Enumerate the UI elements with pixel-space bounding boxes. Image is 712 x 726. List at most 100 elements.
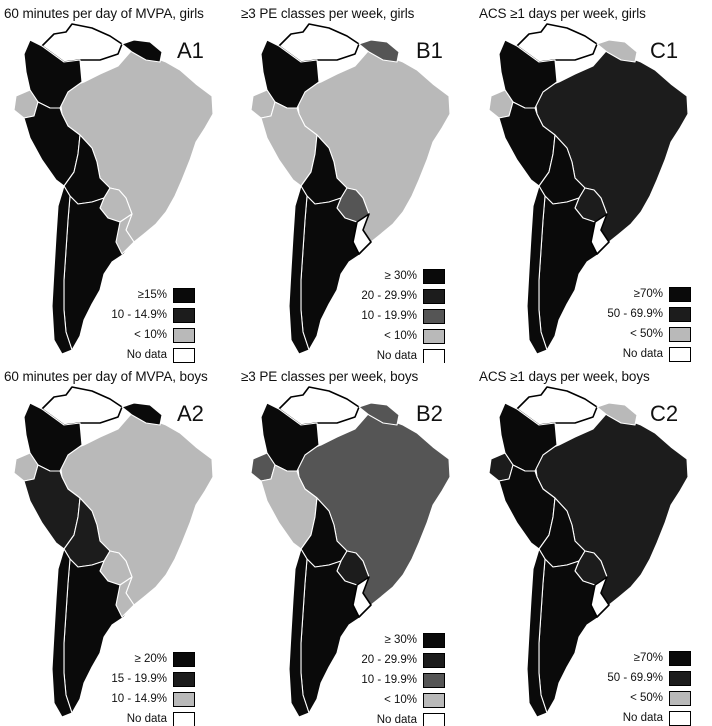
legend-swatch	[173, 328, 195, 343]
legend-item: ≥15%	[90, 288, 195, 306]
legend: ≥ 30% 20 - 29.9% 10 - 19.9% < 10% No data	[327, 633, 445, 726]
map	[13, 386, 214, 718]
region-guianas	[121, 39, 163, 63]
region-chile	[526, 548, 548, 718]
legend-item: < 10%	[327, 693, 445, 711]
legend-label: 10 - 19.9%	[361, 310, 417, 322]
legend-item: No data	[575, 711, 691, 726]
legend-swatch	[173, 652, 195, 667]
legend-label: 50 - 69.9%	[607, 672, 663, 684]
legend-swatch	[669, 711, 691, 726]
map-regions	[13, 23, 214, 355]
legend: ≥ 20% 15 - 19.9% 10 - 14.9% No data	[90, 652, 195, 726]
legend-swatch	[423, 713, 445, 726]
legend-label: 10 - 14.9%	[111, 309, 167, 321]
legend-label: ≥ 30%	[384, 634, 417, 646]
legend-item: < 10%	[90, 328, 195, 346]
legend-item: No data	[327, 349, 445, 363]
panel-tag: C2	[650, 401, 679, 426]
legend-item: 15 - 19.9%	[90, 672, 195, 690]
legend-item: 20 - 29.9%	[327, 289, 445, 307]
region-chile	[51, 185, 73, 355]
legend-item: 50 - 69.9%	[575, 671, 691, 689]
legend-item: 10 - 19.9%	[327, 673, 445, 691]
legend-label: 50 - 69.9%	[607, 308, 663, 320]
legend-swatch	[423, 633, 445, 648]
map	[250, 386, 451, 718]
panel-tag: A1	[177, 38, 204, 63]
panel-b1: ≥3 PE classes per week, girls B1 ≥ 30% 20…	[237, 0, 474, 363]
legend-swatch	[423, 693, 445, 708]
map-regions	[488, 386, 689, 718]
region-guianas	[596, 39, 638, 63]
region-chile	[288, 185, 310, 355]
legend-label: 15 - 19.9%	[111, 673, 167, 685]
region-uruguay	[352, 576, 372, 618]
legend: ≥15% 10 - 14.9% < 10% No data	[90, 288, 195, 363]
legend: ≥70% 50 - 69.9% < 50% No data	[575, 287, 691, 363]
region-guianas	[121, 402, 163, 426]
panel-b2: ≥3 PE classes per week, boys B2 ≥ 30% 20 …	[237, 363, 474, 726]
legend-label: ≥ 30%	[384, 270, 417, 282]
legend-label: 10 - 14.9%	[111, 693, 167, 705]
legend-swatch	[423, 289, 445, 304]
legend-label: No data	[622, 712, 663, 724]
panel-tag: B2	[416, 401, 443, 426]
panel-tag: B1	[416, 38, 443, 63]
legend-swatch	[423, 329, 445, 344]
panel-a2: 60 minutes per day of MVPA, boys A2 ≥ 20…	[0, 363, 237, 726]
panel-title: ACS ≥1 days per week, boys	[479, 369, 650, 384]
map	[250, 23, 451, 355]
legend-swatch	[173, 348, 195, 363]
legend-item: 20 - 29.9%	[327, 653, 445, 671]
panel-c2: ACS ≥1 days per week, boys C2 ≥70% 50 - 6…	[475, 363, 712, 726]
legend-swatch	[669, 651, 691, 666]
map	[488, 23, 689, 355]
legend-label: No data	[376, 350, 417, 362]
legend-label: No data	[376, 714, 417, 726]
legend-swatch	[173, 712, 195, 726]
region-uruguay	[352, 213, 372, 255]
legend-item: 10 - 14.9%	[90, 692, 195, 710]
legend-swatch	[669, 347, 691, 362]
legend-label: < 10%	[384, 694, 417, 706]
region-guianas	[358, 39, 400, 63]
panel-title: 60 minutes per day of MVPA, boys	[4, 369, 208, 384]
legend-item: No data	[90, 348, 195, 363]
legend-label: No data	[622, 348, 663, 360]
legend-label: No data	[126, 713, 167, 725]
map	[488, 386, 689, 718]
legend-label: ≥70%	[633, 652, 663, 664]
legend-swatch	[423, 653, 445, 668]
legend-swatch	[423, 269, 445, 284]
legend-label: < 50%	[630, 692, 663, 704]
legend: ≥70% 50 - 69.9% < 50% No data	[575, 651, 691, 726]
region-chile	[526, 185, 548, 355]
panel-a1: 60 minutes per day of MVPA, girls A1 ≥15…	[0, 0, 237, 363]
legend-label: 20 - 29.9%	[361, 654, 417, 666]
region-uruguay	[590, 213, 610, 255]
legend-label: 10 - 19.9%	[361, 674, 417, 686]
map	[13, 23, 214, 355]
legend-swatch	[423, 673, 445, 688]
region-uruguay	[115, 213, 135, 255]
panel-title: ACS ≥1 days per week, girls	[479, 6, 646, 21]
map-regions	[250, 386, 451, 718]
legend-item: ≥ 20%	[90, 652, 195, 670]
map-regions	[488, 23, 689, 355]
panel-title: 60 minutes per day of MVPA, girls	[4, 6, 204, 21]
legend-item: ≥ 30%	[327, 633, 445, 651]
legend-item: ≥70%	[575, 287, 691, 305]
legend-swatch	[173, 672, 195, 687]
legend-swatch	[669, 671, 691, 686]
legend-swatch	[173, 288, 195, 303]
legend-swatch	[669, 287, 691, 302]
legend-item: 50 - 69.9%	[575, 307, 691, 325]
legend-item: 10 - 14.9%	[90, 308, 195, 326]
region-chile	[288, 548, 310, 718]
region-guianas	[596, 402, 638, 426]
region-uruguay	[590, 576, 610, 618]
legend-item: ≥ 30%	[327, 269, 445, 287]
legend-swatch	[669, 691, 691, 706]
legend-item: < 50%	[575, 327, 691, 345]
